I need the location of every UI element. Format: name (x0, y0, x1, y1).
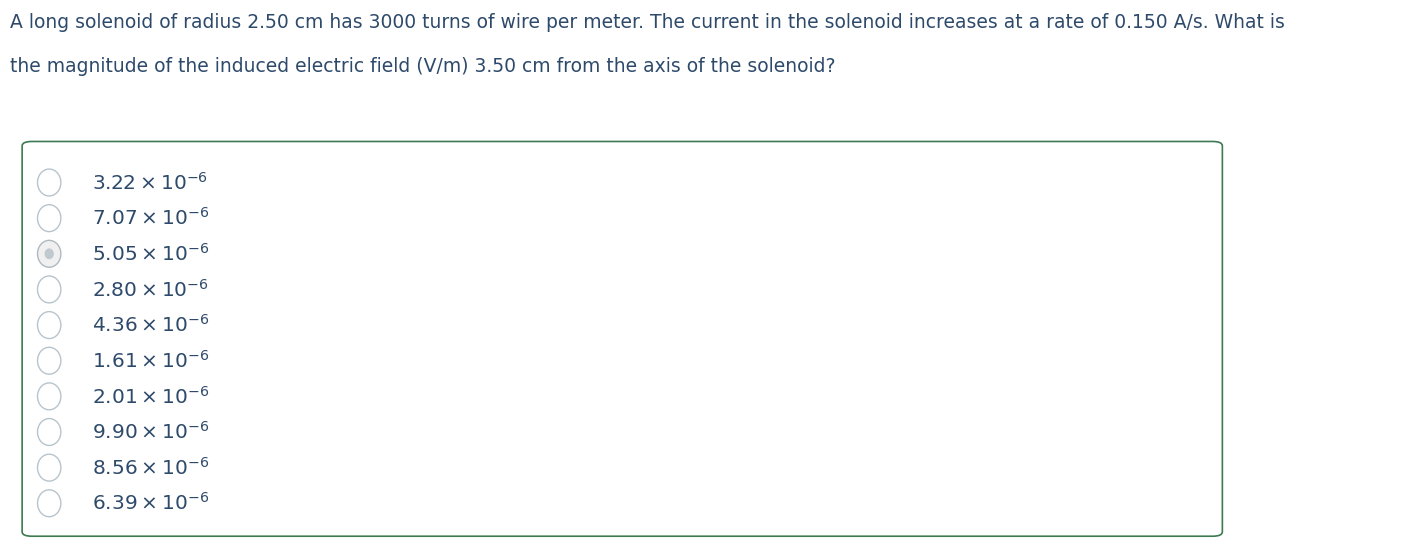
Text: $\mathregular{8.56 \times 10^{-6}}$: $\mathregular{8.56 \times 10^{-6}}$ (92, 457, 210, 478)
Ellipse shape (37, 205, 61, 232)
Text: $\mathregular{9.90 \times 10^{-6}}$: $\mathregular{9.90 \times 10^{-6}}$ (92, 421, 210, 443)
Text: $\mathregular{4.36 \times 10^{-6}}$: $\mathregular{4.36 \times 10^{-6}}$ (92, 314, 210, 336)
Ellipse shape (37, 312, 61, 339)
Text: $\mathregular{2.01 \times 10^{-6}}$: $\mathregular{2.01 \times 10^{-6}}$ (92, 386, 210, 407)
Text: the magnitude of the induced electric field (V/m) 3.50 cm from the axis of the s: the magnitude of the induced electric fi… (10, 57, 835, 76)
Ellipse shape (37, 169, 61, 196)
Text: $\mathregular{2.80 \times 10^{-6}}$: $\mathregular{2.80 \times 10^{-6}}$ (92, 279, 210, 300)
Text: $\mathregular{7.07 \times 10^{-6}}$: $\mathregular{7.07 \times 10^{-6}}$ (92, 207, 210, 229)
Ellipse shape (37, 383, 61, 410)
Ellipse shape (37, 454, 61, 481)
Ellipse shape (37, 418, 61, 445)
Ellipse shape (37, 490, 61, 517)
Ellipse shape (37, 347, 61, 374)
Ellipse shape (37, 240, 61, 267)
Text: A long solenoid of radius 2.50 cm has 3000 turns of wire per meter. The current : A long solenoid of radius 2.50 cm has 30… (10, 14, 1284, 32)
Ellipse shape (37, 276, 61, 303)
Text: $\mathregular{3.22 \times 10^{-6}}$: $\mathregular{3.22 \times 10^{-6}}$ (92, 172, 208, 193)
Text: $\mathregular{1.61 \times 10^{-6}}$: $\mathregular{1.61 \times 10^{-6}}$ (92, 350, 210, 372)
Ellipse shape (44, 248, 54, 259)
FancyBboxPatch shape (23, 141, 1222, 536)
Text: $\mathregular{5.05 \times 10^{-6}}$: $\mathregular{5.05 \times 10^{-6}}$ (92, 243, 210, 265)
Text: $\mathregular{6.39 \times 10^{-6}}$: $\mathregular{6.39 \times 10^{-6}}$ (92, 492, 210, 514)
